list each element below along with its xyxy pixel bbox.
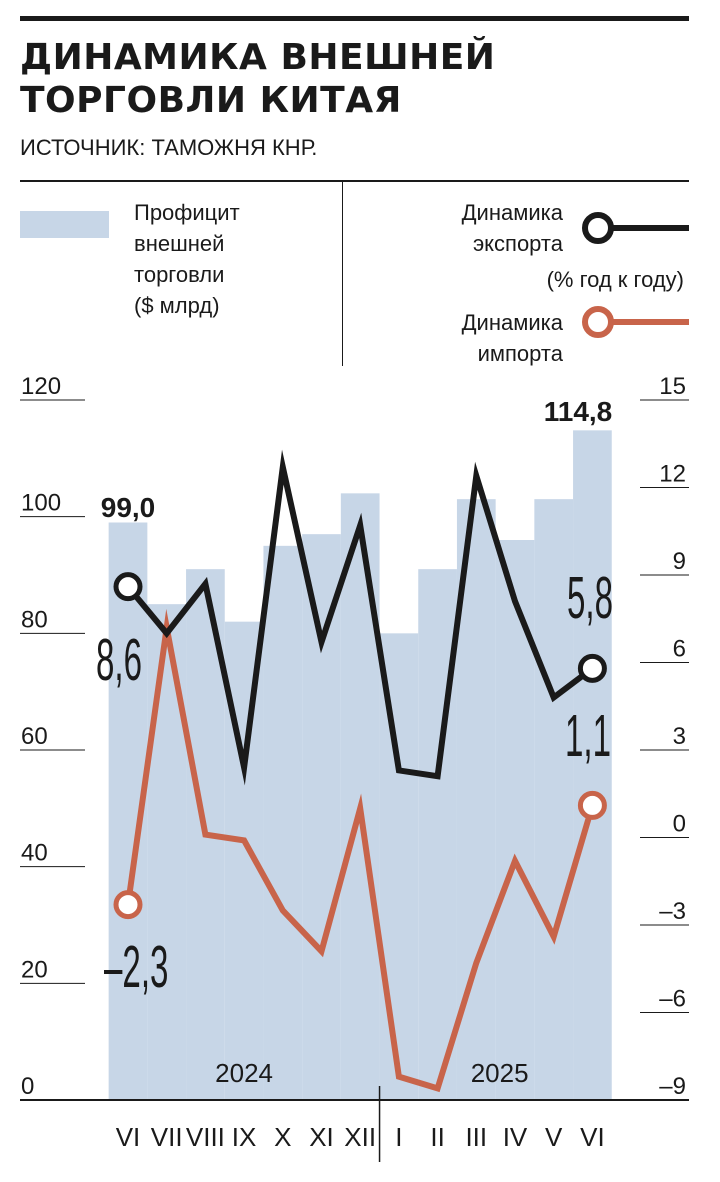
right-tick-label-7: 12 <box>659 461 686 488</box>
right-tick-label-1: –6 <box>659 986 686 1013</box>
left-tick-label-80: 80 <box>21 606 48 633</box>
left-tick-label-40: 40 <box>21 840 48 867</box>
label-export-first-group: 8,6 <box>96 627 142 694</box>
export-start-marker <box>113 572 143 602</box>
title-line-1: ДИНАМИКА ВНЕШНЕЙ <box>20 37 496 78</box>
label-import-first-group: –2,3 <box>104 934 168 1001</box>
legend-surplus-swatch <box>20 211 109 238</box>
legend-import-label: Динамика импорта <box>462 307 563 369</box>
month-label-10: IV <box>503 1122 528 1152</box>
surplus-bar-12 <box>573 430 612 1100</box>
month-label-2: VIII <box>186 1122 225 1152</box>
legend-separator <box>342 182 343 366</box>
right-tick-label-2: –3 <box>659 898 686 925</box>
legend-export-line-2: экспорта <box>472 231 563 256</box>
legend-import-marker <box>582 306 614 338</box>
label-import-last: 1,1 <box>565 703 611 770</box>
month-label-8: II <box>430 1122 444 1152</box>
label-export-last-group: 5,8 <box>567 565 613 632</box>
legend-export-marker <box>582 212 614 244</box>
month-label-11: V <box>545 1122 563 1152</box>
label-import-last-group: 1,1 <box>565 703 611 770</box>
import-line <box>125 608 596 1093</box>
surplus-bar-7 <box>379 633 419 1100</box>
label-export-first: 8,6 <box>96 627 142 694</box>
source-note: ИСТОЧНИК: ТАМОЖНЯ КНР. <box>20 135 318 160</box>
surplus-bar-4 <box>263 545 303 1100</box>
year-label-2025: 2025 <box>471 1058 529 1088</box>
title-line-2: ТОРГОВЛИ КИТАЯ <box>20 80 402 121</box>
month-label-6: XII <box>344 1122 376 1152</box>
chart-title: ДИНАМИКА ВНЕШНЕЙ ТОРГОВЛИ КИТАЯ <box>20 36 680 122</box>
top-rule <box>20 16 689 21</box>
legend-surplus-line-4: ($ млрд) <box>134 293 220 318</box>
month-label-9: III <box>465 1122 487 1152</box>
right-tick-label-8: 15 <box>659 373 686 400</box>
surplus-bar-11 <box>534 499 574 1101</box>
left-tick-label-100: 100 <box>21 490 61 517</box>
header-divider <box>20 180 689 182</box>
surplus-bar-1 <box>147 604 187 1100</box>
month-label-12: VI <box>580 1122 605 1152</box>
legend-export-line-1: Динамика <box>461 200 563 225</box>
export-line <box>125 449 595 786</box>
left-tick-label-20: 20 <box>21 956 48 983</box>
month-label-4: X <box>274 1122 291 1152</box>
legend-surplus-line-2: внешней <box>134 231 225 256</box>
month-label-7: I <box>395 1122 402 1152</box>
legend-surplus-line-3: торговли <box>134 262 225 287</box>
right-tick-label-3: 0 <box>673 811 686 838</box>
month-label-5: XI <box>309 1122 334 1152</box>
surplus-bar-5 <box>302 534 341 1100</box>
legend-unit: (% год к году) <box>546 267 684 292</box>
import-end-marker <box>577 790 607 820</box>
month-label-0: VI <box>116 1122 141 1152</box>
label-export-last: 5,8 <box>567 565 613 632</box>
label-surplus-last: 114,8 <box>544 396 613 427</box>
right-tick-label-5: 6 <box>673 636 686 663</box>
import-start-marker <box>113 890 143 920</box>
right-tick-label-6: 9 <box>673 548 686 575</box>
legend-import-line-2: импорта <box>477 341 563 366</box>
legend-surplus-label: Профицит внешней торговли ($ млрд) <box>134 197 240 321</box>
label-surplus-first: 99,0 <box>101 492 156 523</box>
surplus-bar-10 <box>495 540 535 1100</box>
month-label-1: VII <box>151 1122 183 1152</box>
left-tick-label-0: 0 <box>21 1073 34 1100</box>
left-tick-label-60: 60 <box>21 723 48 750</box>
left-tick-label-120: 120 <box>21 373 61 400</box>
year-label-2024: 2024 <box>215 1058 273 1088</box>
right-tick-label-4: 3 <box>673 723 686 750</box>
month-label-3: IX <box>232 1122 257 1152</box>
legend-surplus-line-1: Профицит <box>134 200 240 225</box>
legend-import-line-1: Динамика <box>461 310 563 335</box>
surplus-bar-6 <box>340 493 380 1100</box>
legend-export-label: Динамика экспорта <box>462 197 563 259</box>
right-tick-label-0: –9 <box>659 1073 686 1100</box>
export-end-marker <box>577 653 607 683</box>
label-import-first: –2,3 <box>104 934 168 1001</box>
